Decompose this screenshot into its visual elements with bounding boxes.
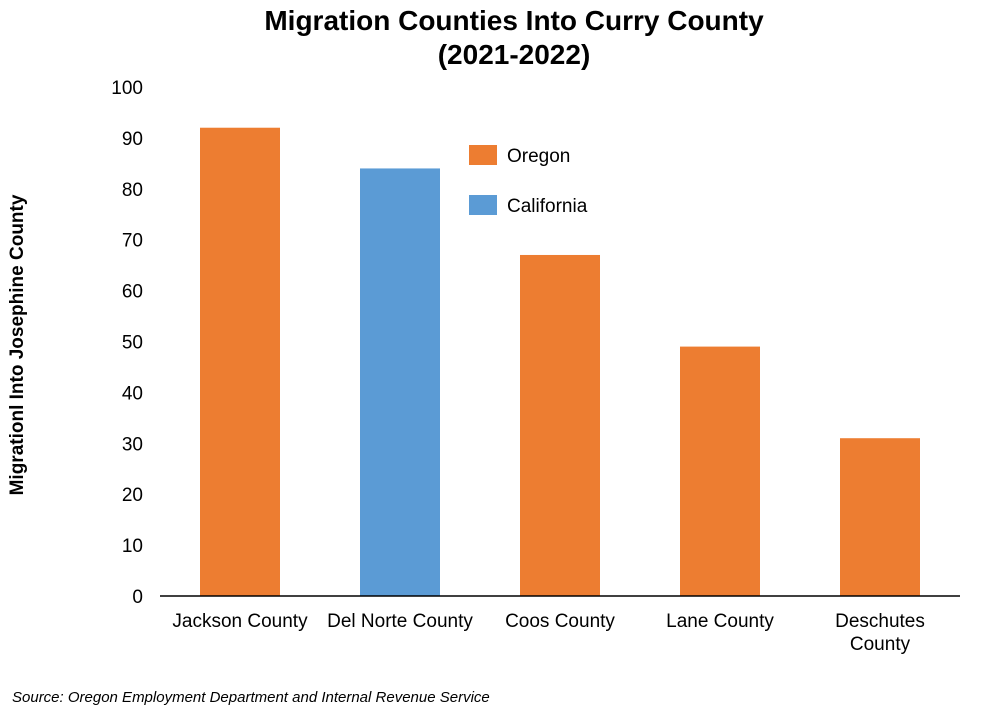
y-axis-label-group: Migrationl Into Josephine County <box>7 194 28 495</box>
bar <box>520 254 600 596</box>
y-tick-label: 80 <box>122 180 143 201</box>
legend-label: Oregon <box>507 146 570 167</box>
chart-title-line: Migration Counties Into Curry County <box>264 5 764 36</box>
legend-label: California <box>507 196 588 217</box>
chart-title: Migration Counties Into Curry County(202… <box>264 5 764 70</box>
y-tick-label: 100 <box>111 78 143 99</box>
y-axis-ticks: 0 10 20 30 40 50 60 70 80 90 100 <box>111 78 143 608</box>
legend-swatch <box>469 145 497 165</box>
x-tick-label-line: Lane County <box>666 611 774 632</box>
x-tick-label: Del Norte County <box>327 611 473 632</box>
x-axis-categories: Jackson County Del Norte County Coos Count… <box>172 611 924 655</box>
x-tick-label: Coos County <box>505 611 615 632</box>
y-tick-label: 70 <box>122 231 143 252</box>
x-tick-label-line: Jackson County <box>172 611 308 632</box>
x-tick-label: Jackson County <box>172 611 308 632</box>
x-tick-label-line: Deschutes <box>835 611 925 632</box>
legend: Oregon California <box>469 145 588 217</box>
bar <box>200 127 280 596</box>
source-note: Source: Oregon Employment Department and… <box>12 689 490 706</box>
y-tick-label: 90 <box>122 129 143 150</box>
y-tick-label: 0 <box>132 587 143 608</box>
y-axis-label: Migrationl Into Josephine County <box>7 194 28 495</box>
y-tick-label: 20 <box>122 485 143 506</box>
y-tick-label: 30 <box>122 434 143 455</box>
x-tick-label-line: County <box>850 634 911 655</box>
x-tick-label: Lane County <box>666 611 774 632</box>
bar <box>840 438 920 596</box>
y-tick-label: 10 <box>122 536 143 557</box>
y-tick-label: 60 <box>122 282 143 303</box>
y-tick-label: 50 <box>122 333 143 354</box>
chart-title-line: (2021-2022) <box>438 39 591 70</box>
x-tick-label: Deschutes County <box>835 611 925 655</box>
y-tick-label: 40 <box>122 383 143 404</box>
bar <box>360 168 440 596</box>
bars <box>200 127 920 596</box>
bar <box>680 346 760 596</box>
x-tick-label-line: Del Norte County <box>327 611 473 632</box>
legend-swatch <box>469 195 497 215</box>
x-tick-label-line: Coos County <box>505 611 615 632</box>
